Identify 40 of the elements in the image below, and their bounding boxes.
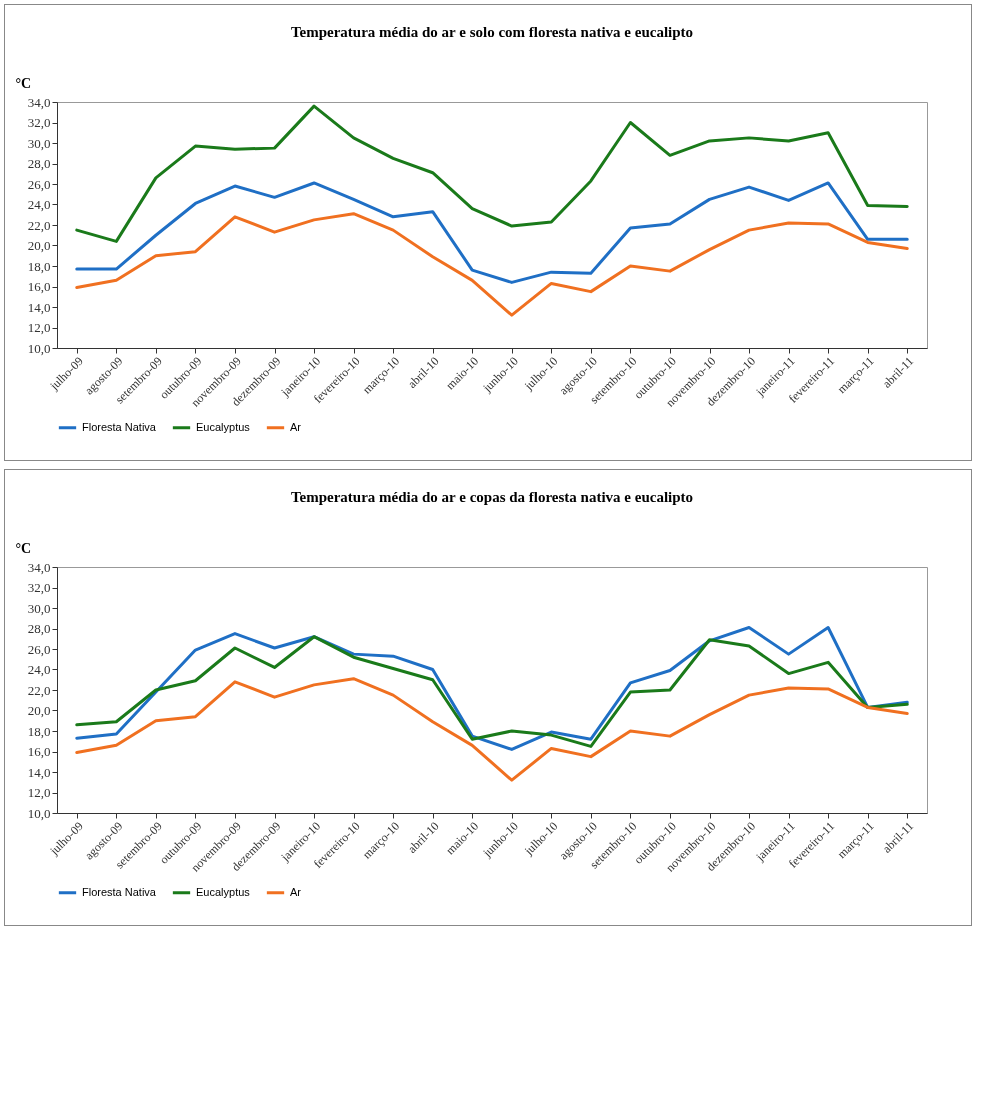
line-series — [75, 677, 909, 782]
y-tick-label: 14,0 — [27, 299, 51, 315]
y-tick-label: 18,0 — [27, 258, 51, 274]
y-tick-label: 12,0 — [27, 785, 51, 800]
line-series — [75, 181, 909, 284]
y-tick-label: 30,0 — [27, 600, 51, 616]
y-tick-label: 26,0 — [27, 176, 51, 192]
legend-label: Floresta Nativa — [82, 420, 157, 433]
y-tick-label: 22,0 — [27, 682, 51, 698]
line-series — [75, 104, 909, 243]
y-tick-label: 12,0 — [27, 320, 51, 335]
y-tick-label: 34,0 — [27, 94, 51, 110]
y-tick-label: 18,0 — [27, 723, 51, 739]
y-tick-label: 28,0 — [27, 621, 51, 636]
chart-title: Temperatura média do ar e solo com floresta nativa e eucalipto — [290, 24, 694, 40]
legend-label: Floresta Nativa — [82, 885, 157, 898]
legend-label: Ar — [290, 420, 302, 433]
y-axis-title: °C — [15, 75, 32, 91]
y-tick-label: 30,0 — [27, 135, 51, 151]
y-axis-title: °C — [15, 540, 32, 556]
line-series — [75, 212, 909, 317]
legend-label: Ar — [290, 885, 302, 898]
y-tick-label: 14,0 — [27, 764, 51, 780]
y-tick-label: 34,0 — [27, 559, 51, 575]
y-tick-label: 32,0 — [27, 115, 51, 130]
y-tick-label: 20,0 — [27, 238, 51, 253]
y-tick-label: 10,0 — [27, 805, 51, 821]
chart-title: Temperatura média do ar e copas da floresta nativa e eucalipto — [290, 489, 694, 505]
y-tick-label: 10,0 — [27, 340, 51, 356]
y-tick-label: 26,0 — [27, 641, 51, 657]
y-tick-label: 16,0 — [27, 279, 51, 294]
y-tick-label: 24,0 — [27, 662, 51, 677]
y-tick-label: 28,0 — [27, 156, 51, 171]
y-tick-label: 20,0 — [27, 703, 51, 718]
y-tick-label: 16,0 — [27, 744, 51, 759]
y-tick-label: 22,0 — [27, 217, 51, 233]
y-tick-label: 32,0 — [27, 580, 51, 595]
y-tick-label: 24,0 — [27, 197, 51, 212]
legend-label: Eucalyptus — [196, 420, 251, 433]
legend-label: Eucalyptus — [196, 885, 251, 898]
